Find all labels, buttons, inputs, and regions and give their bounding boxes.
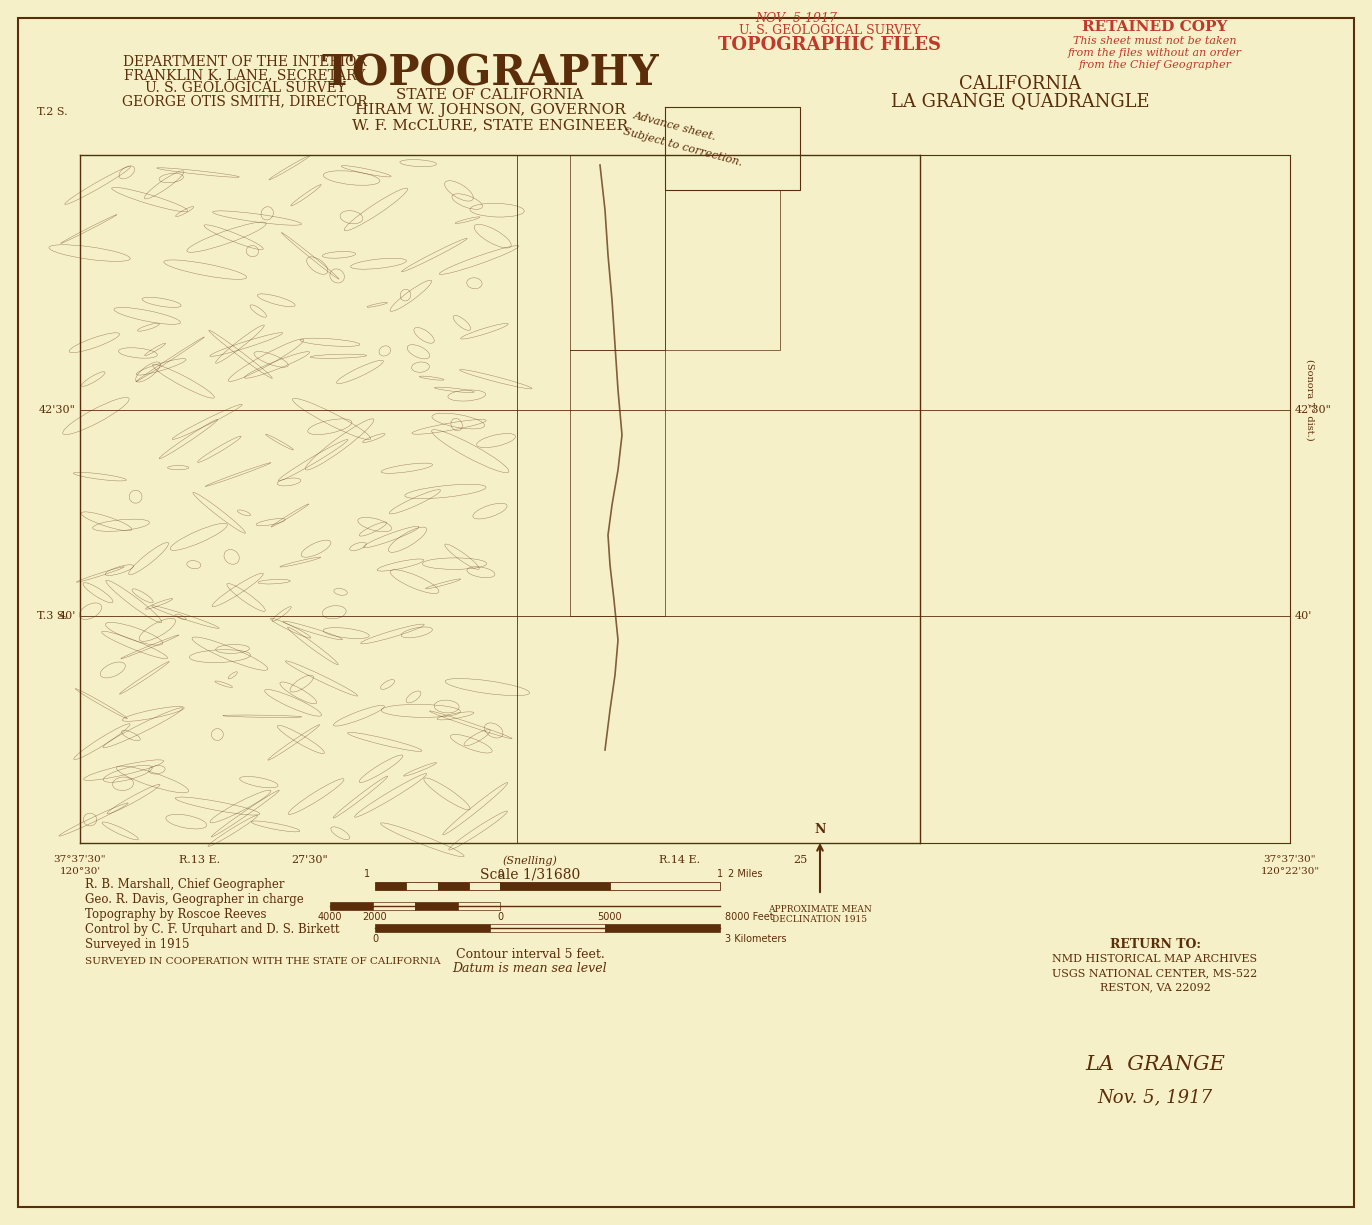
Text: U. S. GEOLOGICAL SURVEY: U. S. GEOLOGICAL SURVEY	[144, 81, 346, 96]
Bar	[406, 882, 438, 891]
Text: 42'30": 42'30"	[1295, 404, 1332, 414]
Bar	[375, 924, 490, 932]
Text: 120°30': 120°30'	[59, 867, 100, 876]
Text: T.3 S.: T.3 S.	[37, 611, 69, 621]
Text: 2000: 2000	[362, 911, 387, 922]
Text: Subject to correction.: Subject to correction.	[622, 126, 744, 168]
Text: USGS NATIONAL CENTER, MS-522: USGS NATIONAL CENTER, MS-522	[1052, 968, 1258, 978]
Text: from the Chief Geographer: from the Chief Geographer	[1078, 60, 1232, 70]
Text: Advance sheet.: Advance sheet.	[632, 110, 718, 142]
Text: from the files without an order: from the files without an order	[1067, 48, 1242, 58]
Text: W. F. McCLURE, STATE ENGINEER: W. F. McCLURE, STATE ENGINEER	[353, 118, 628, 132]
Text: 40': 40'	[59, 611, 75, 621]
Text: 3 Kilometers: 3 Kilometers	[724, 933, 786, 944]
Text: 37°37'30": 37°37'30"	[1264, 855, 1316, 864]
Text: R.13 E.: R.13 E.	[180, 855, 221, 865]
Text: 25: 25	[793, 855, 807, 865]
Text: Surveyed in 1915: Surveyed in 1915	[85, 938, 189, 951]
Bar	[331, 902, 373, 910]
Bar	[490, 924, 605, 932]
Text: Topography by Roscoe Reeves: Topography by Roscoe Reeves	[85, 908, 266, 921]
Text: 40': 40'	[1295, 611, 1313, 621]
Bar	[373, 902, 414, 910]
Bar	[414, 902, 457, 910]
Text: TOPOGRAPHY: TOPOGRAPHY	[321, 51, 659, 94]
Text: RETURN TO:: RETURN TO:	[1110, 938, 1200, 951]
Text: CALIFORNIA: CALIFORNIA	[959, 75, 1081, 93]
Text: N: N	[815, 823, 826, 835]
Text: NOV  5 1917: NOV 5 1917	[755, 12, 837, 24]
Text: U. S. GEOLOGICAL SURVEY: U. S. GEOLOGICAL SURVEY	[740, 24, 921, 37]
Text: Contour interval 5 feet.: Contour interval 5 feet.	[456, 948, 605, 960]
Text: 1: 1	[718, 869, 723, 880]
Bar	[457, 902, 499, 910]
Text: This sheet must not be taken: This sheet must not be taken	[1073, 36, 1236, 47]
Bar	[375, 882, 406, 891]
Text: STATE OF CALIFORNIA: STATE OF CALIFORNIA	[397, 88, 583, 102]
Text: Datum is mean sea level: Datum is mean sea level	[453, 962, 608, 975]
Text: 8000 Feet: 8000 Feet	[724, 911, 774, 922]
Bar	[605, 924, 720, 932]
Text: 2 Miles: 2 Miles	[729, 869, 763, 880]
Text: Nov. 5, 1917: Nov. 5, 1917	[1098, 1088, 1213, 1106]
Text: LA  GRANGE: LA GRANGE	[1085, 1055, 1225, 1074]
Text: 120°22'30": 120°22'30"	[1261, 867, 1320, 876]
Text: R.14 E.: R.14 E.	[660, 855, 701, 865]
Text: 4000: 4000	[318, 911, 342, 922]
Text: GEORGE OTIS SMITH, DIRECTOR: GEORGE OTIS SMITH, DIRECTOR	[122, 94, 368, 108]
Text: R. B. Marshall, Chief Geographer: R. B. Marshall, Chief Geographer	[85, 878, 284, 891]
Bar	[438, 882, 469, 891]
Bar	[499, 882, 611, 891]
Text: (Snelling): (Snelling)	[502, 855, 557, 866]
Bar	[611, 882, 720, 891]
Text: Geo. R. Davis, Geographer in charge: Geo. R. Davis, Geographer in charge	[85, 893, 303, 906]
Text: TOPOGRAPHIC FILES: TOPOGRAPHIC FILES	[719, 36, 941, 54]
Bar	[469, 882, 499, 891]
Text: (Sonora 7° dist.): (Sonora 7° dist.)	[1305, 359, 1314, 441]
Text: DEPARTMENT OF THE INTERIOR: DEPARTMENT OF THE INTERIOR	[123, 55, 366, 69]
Text: SURVEYED IN COOPERATION WITH THE STATE OF CALIFORNIA: SURVEYED IN COOPERATION WITH THE STATE O…	[85, 957, 440, 967]
Text: Scale 1/31680: Scale 1/31680	[480, 869, 580, 882]
Text: 42'30": 42'30"	[40, 404, 75, 414]
Text: APPROXIMATE MEAN
DECLINATION 1915: APPROXIMATE MEAN DECLINATION 1915	[768, 905, 871, 925]
Text: HIRAM W. JOHNSON, GOVERNOR: HIRAM W. JOHNSON, GOVERNOR	[354, 103, 626, 118]
Text: 0: 0	[372, 933, 379, 944]
Text: RETAINED COPY: RETAINED COPY	[1083, 20, 1228, 34]
Text: FRANKLIN K. LANE, SECRETARY: FRANKLIN K. LANE, SECRETARY	[125, 69, 365, 82]
Text: 27'30": 27'30"	[292, 855, 328, 865]
Text: 0: 0	[497, 869, 504, 880]
Text: 37°37'30": 37°37'30"	[54, 855, 106, 864]
Text: Control by C. F. Urquhart and D. S. Birkett: Control by C. F. Urquhart and D. S. Birk…	[85, 922, 339, 936]
Text: RESTON, VA 22092: RESTON, VA 22092	[1099, 982, 1210, 992]
Text: NMD HISTORICAL MAP ARCHIVES: NMD HISTORICAL MAP ARCHIVES	[1052, 954, 1258, 964]
Text: LA GRANGE QUADRANGLE: LA GRANGE QUADRANGLE	[890, 92, 1150, 110]
Text: 1: 1	[364, 869, 370, 880]
Text: 0: 0	[497, 911, 504, 922]
Text: T.2 S.: T.2 S.	[37, 107, 69, 118]
Text: 5000: 5000	[598, 911, 623, 922]
